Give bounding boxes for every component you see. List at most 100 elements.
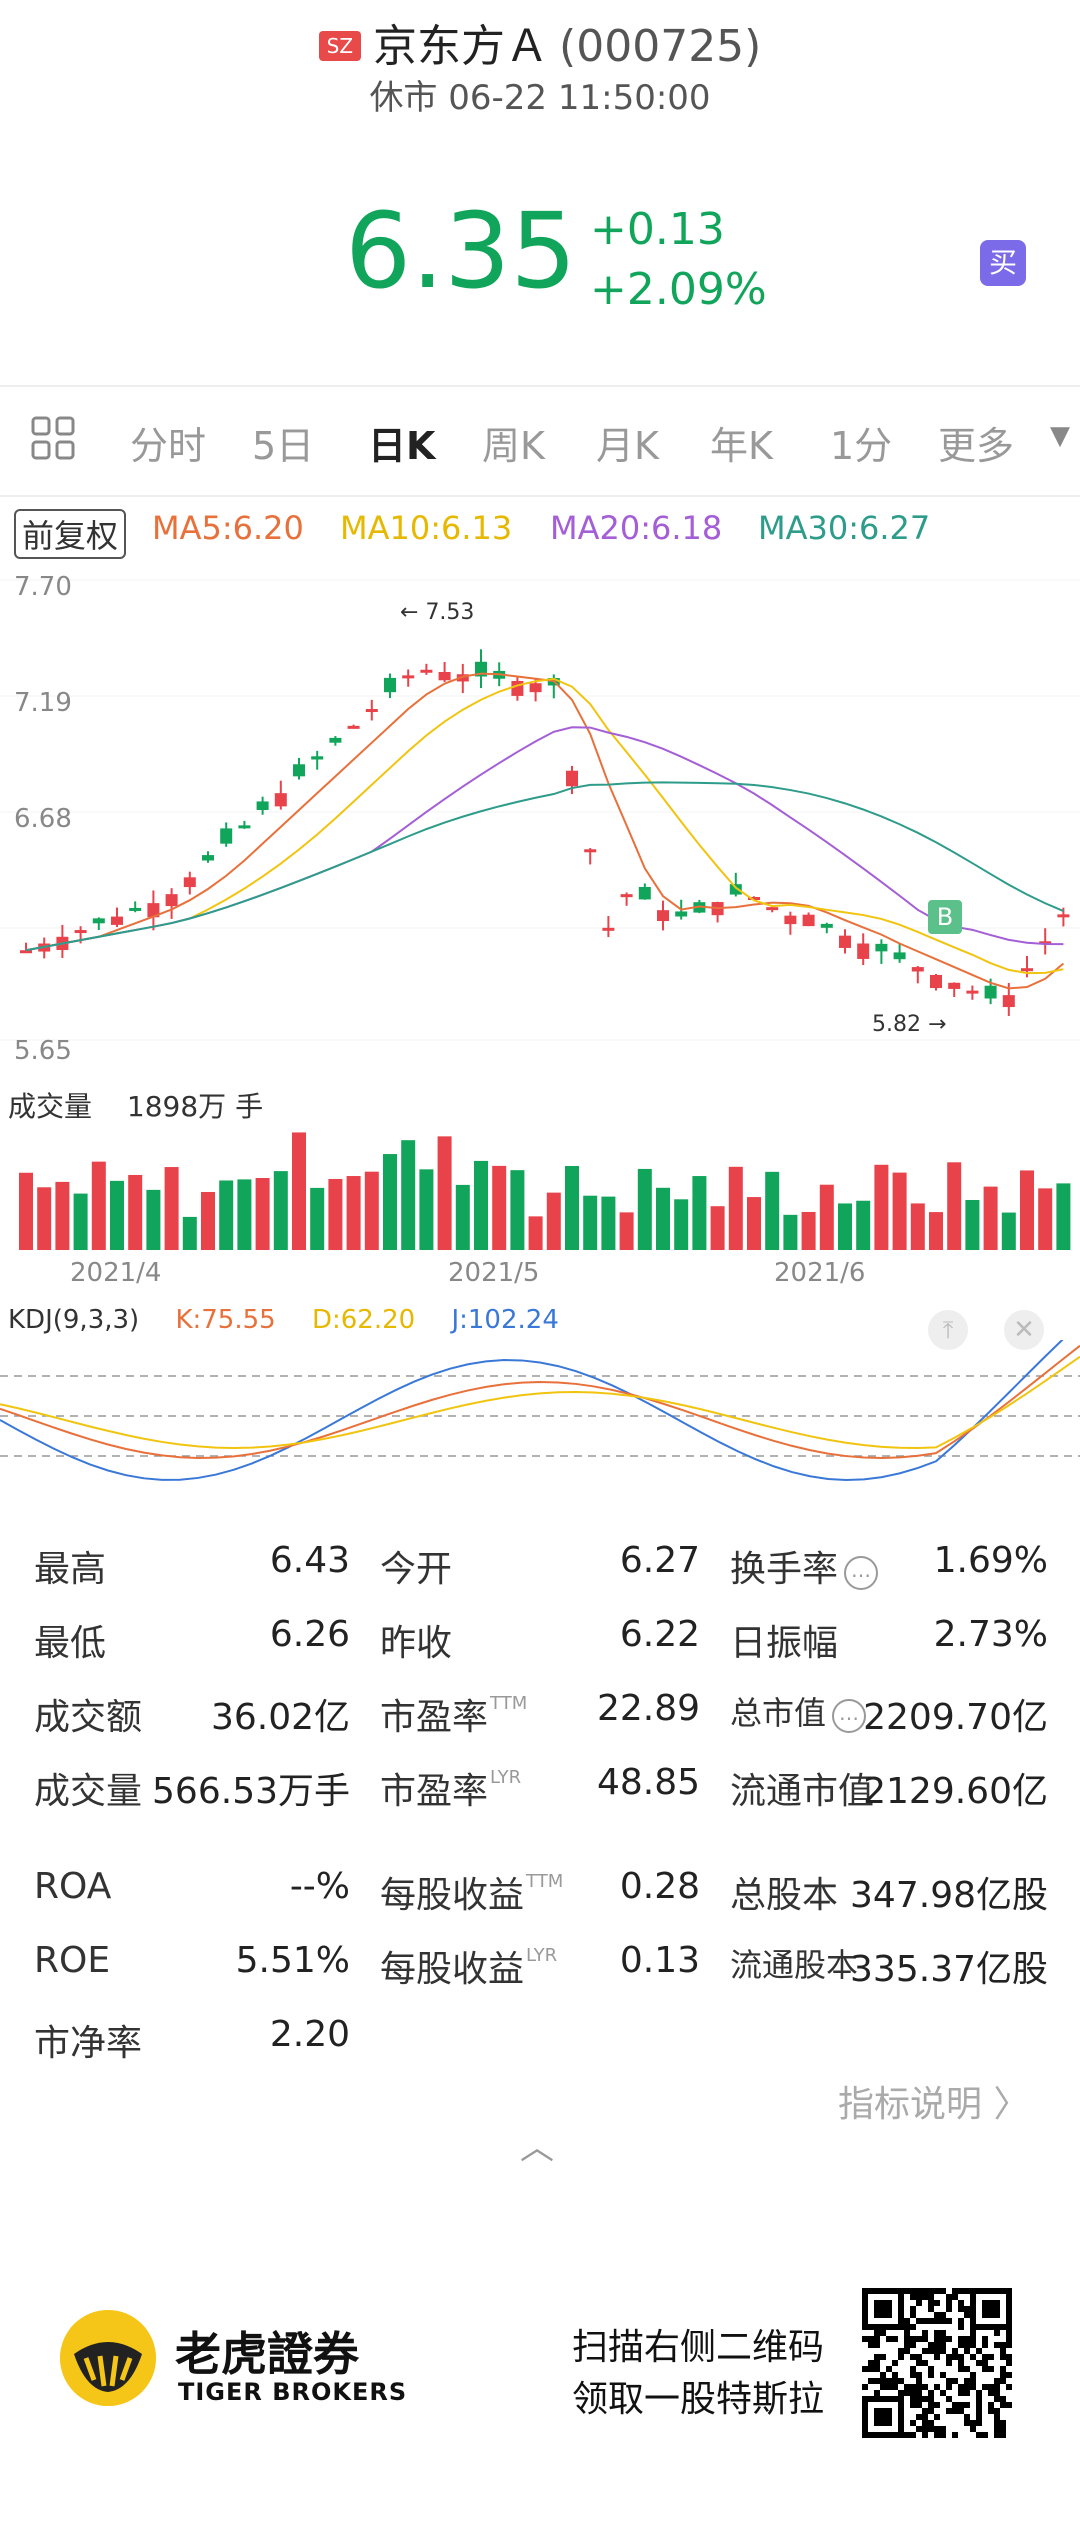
candle [238, 825, 251, 829]
candle [602, 927, 615, 931]
qr-module [1000, 2402, 1006, 2408]
qr-module [958, 2318, 964, 2324]
qr-module [910, 2396, 916, 2402]
kdj-name: KDJ(9,3,3) [8, 1305, 140, 1335]
qr-module [934, 2348, 940, 2354]
buy-signal-badge[interactable]: B [928, 900, 962, 934]
close-icon[interactable]: ✕ [1004, 1310, 1044, 1350]
qr-module [934, 2426, 940, 2432]
candle [911, 967, 924, 972]
stat-label-text: 最高 [34, 1549, 107, 1590]
qr-module [916, 2378, 922, 2384]
stat-value: 0.13 [619, 1940, 700, 1981]
info-icon[interactable]: … [844, 1556, 879, 1590]
pin-top-icon[interactable]: ⤒ [928, 1310, 968, 1350]
tab-yearly-k[interactable]: 年K [710, 424, 773, 468]
tab-intraday[interactable]: 分时 [130, 424, 207, 468]
qr-module [922, 2330, 928, 2336]
qr-code[interactable] [862, 2288, 1012, 2438]
qr-module [880, 2330, 886, 2336]
stat-label-text: 成交量 [34, 1771, 143, 1812]
adjust-button[interactable]: 前复权 [14, 509, 127, 559]
volume-bar [892, 1172, 907, 1250]
stat-label-text: 每股收益 [380, 1949, 525, 1990]
y-axis-label: 6.68 [14, 804, 72, 834]
candle [402, 675, 415, 679]
volume-bar [1056, 1183, 1071, 1250]
volume-bar [983, 1186, 998, 1250]
stat-label-text: 总市值 [730, 1694, 827, 1732]
qr-module [922, 2432, 928, 2438]
low-marker: 5.82 → [872, 1012, 946, 1037]
qr-module [916, 2390, 922, 2396]
chevron-down-icon[interactable]: ▼ [1050, 421, 1070, 451]
qr-module [910, 2402, 916, 2408]
qr-module [982, 2354, 988, 2360]
qr-module [886, 2336, 892, 2342]
qr-module [868, 2378, 874, 2384]
qr-module [916, 2288, 922, 2294]
qr-module [964, 2402, 970, 2408]
qr-module [934, 2414, 940, 2420]
qr-module [922, 2396, 928, 2402]
tab-1min[interactable]: 1分 [830, 424, 893, 468]
indicator-help-link[interactable]: 指标说明 〉 [838, 2084, 1030, 2125]
volume-chart[interactable] [0, 1120, 1080, 1250]
qr-module [898, 2390, 904, 2396]
qr-module [910, 2306, 916, 2312]
candle [930, 974, 942, 989]
tab-daily-k[interactable]: 日K [368, 424, 436, 468]
volume-bar [874, 1164, 889, 1250]
current-price: 6.35 [345, 190, 577, 312]
volume-bar [528, 1216, 543, 1250]
qr-module [988, 2408, 994, 2414]
qr-module [952, 2402, 958, 2408]
info-icon[interactable]: … [832, 1699, 867, 1733]
volume-bar [1038, 1188, 1053, 1250]
qr-module [922, 2294, 928, 2300]
volume-bar [637, 1168, 652, 1250]
candle [729, 884, 742, 895]
stat-value: 347.98亿股 [850, 1875, 1048, 1916]
grid-menu-icon[interactable] [30, 415, 76, 461]
qr-module [952, 2408, 958, 2414]
qr-module [976, 2432, 982, 2438]
qr-module [904, 2288, 910, 2294]
tab-weekly-k[interactable]: 周K [482, 424, 545, 468]
volume-bar [856, 1200, 871, 1250]
qr-module [958, 2408, 964, 2414]
qr-module [994, 2330, 1000, 2336]
candlestick-chart[interactable] [0, 560, 1080, 1080]
stat-value: 6.43 [269, 1540, 350, 1581]
stat-label[interactable]: 换手率… [730, 1540, 879, 1592]
stat-value: 36.02亿 [210, 1697, 350, 1738]
stat-label[interactable]: 总市值… [730, 1688, 867, 1734]
qr-module [940, 2348, 946, 2354]
volume-bar [619, 1212, 634, 1250]
qr-module [910, 2372, 916, 2378]
stat-label: 总股本 [730, 1866, 838, 1918]
volume-bar [110, 1180, 124, 1250]
collapse-icon[interactable]: ︿ [520, 2128, 554, 2168]
qr-module [934, 2300, 940, 2306]
qr-module [1000, 2432, 1006, 2438]
qr-module [946, 2336, 952, 2342]
stat-label-text: ROA [34, 1866, 112, 1907]
qr-module [940, 2288, 946, 2294]
kdj-chart[interactable] [0, 1340, 1080, 1510]
stat-label: 今开 [380, 1540, 452, 1592]
stat-value: 2.20 [269, 2014, 350, 2055]
tab-monthly-k[interactable]: 月K [596, 424, 659, 468]
tab-more[interactable]: 更多 [938, 424, 1015, 468]
qr-module [922, 2348, 928, 2354]
buy-icon[interactable]: 买 [980, 240, 1026, 286]
volume-bar [164, 1167, 179, 1250]
tab-5day[interactable]: 5日 [252, 424, 315, 468]
qr-module [892, 2336, 898, 2342]
qr-module [958, 2366, 964, 2372]
volume-bar [401, 1140, 416, 1250]
kdj-j: J:102.24 [451, 1305, 559, 1335]
qr-module [976, 2360, 982, 2366]
stat-tag: LYR [490, 1767, 522, 1788]
volume-bar [455, 1184, 470, 1250]
